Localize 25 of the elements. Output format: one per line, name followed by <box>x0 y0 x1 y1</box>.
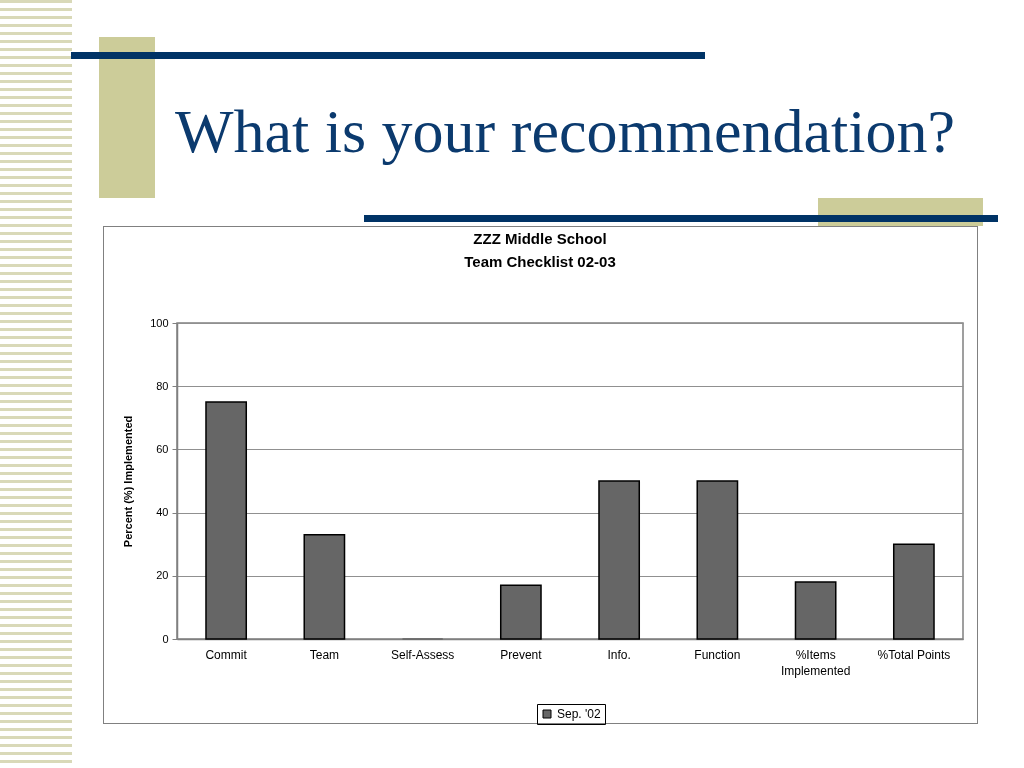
y-tick-label: 0 <box>162 632 169 645</box>
x-tick-label: Commit <box>205 647 248 662</box>
bar <box>794 581 837 640</box>
bar <box>598 480 641 640</box>
x-tick-label: %Items Implemented <box>780 647 851 678</box>
x-tick-label: Info. <box>607 647 631 662</box>
chart-title: What is your recommendation? <box>175 96 955 167</box>
bar <box>205 401 248 640</box>
x-tick-label: Prevent <box>500 647 543 662</box>
x-tick-label: %Total Points <box>877 647 951 662</box>
y-tick-label: 20 <box>156 569 169 582</box>
x-tick-label: Function <box>694 647 741 662</box>
chart-subtitle: ZZZ Middle School Team Checklist 02-03 <box>464 230 616 270</box>
y-tick-label: 40 <box>156 506 169 519</box>
x-tick-label: Self-Assess <box>390 647 455 662</box>
bar <box>696 480 739 640</box>
x-tick-label: Team <box>309 647 340 662</box>
bar <box>499 584 542 640</box>
y-tick-label: 100 <box>150 316 169 329</box>
y-tick-label: 80 <box>156 379 169 392</box>
y-axis-title: Percent (%) Implemented <box>122 415 135 548</box>
bar <box>303 533 346 640</box>
y-tick-label: 60 <box>156 442 169 455</box>
legend-label: Sep. '02 <box>557 707 601 721</box>
bar <box>892 543 935 640</box>
